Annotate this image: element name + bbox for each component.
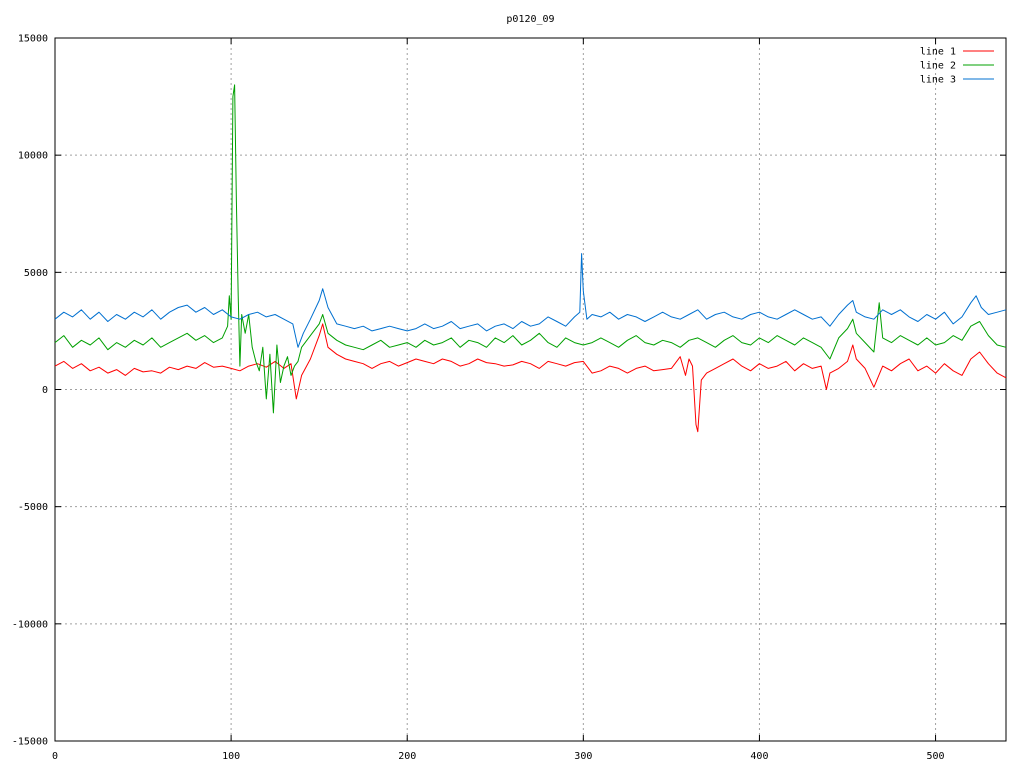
x-tick-label: 200 (398, 751, 416, 762)
legend-label-3: line 3 (920, 75, 956, 86)
y-tick-label: -15000 (12, 737, 48, 748)
x-tick-label: 400 (750, 751, 768, 762)
series-group (54, 84, 1007, 433)
legend: line 1 line 2 line 3 (920, 47, 994, 86)
x-tick-label: 500 (927, 751, 945, 762)
y-tick-label: 5000 (24, 268, 48, 279)
series-line-2 (54, 84, 1007, 414)
axis-ticks: -15000 -10000 -5000 0 5000 10000 15000 0 100 200 3… (12, 34, 1006, 762)
y-tick-label: -5000 (18, 502, 48, 513)
legend-label-1: line 1 (920, 47, 956, 58)
x-tick-label: 300 (574, 751, 592, 762)
series-line-1 (54, 323, 1007, 433)
chart-title: p0120_09 (506, 14, 554, 25)
x-tick-label: 100 (222, 751, 240, 762)
x-tick-label: 0 (52, 751, 58, 762)
grid (55, 38, 1006, 741)
y-tick-label: 0 (42, 385, 48, 396)
series-line-3 (54, 253, 1007, 348)
y-tick-label: -10000 (12, 619, 48, 630)
legend-label-2: line 2 (920, 61, 956, 72)
y-tick-label: 10000 (18, 151, 48, 162)
y-tick-label: 15000 (18, 34, 48, 45)
